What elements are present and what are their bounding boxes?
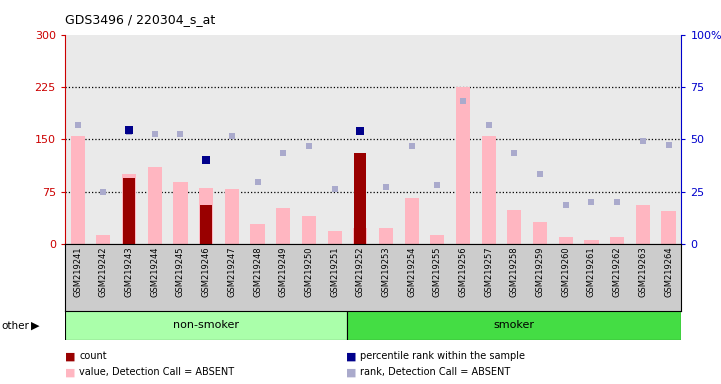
- Bar: [425, 35, 450, 244]
- Text: GSM219248: GSM219248: [253, 247, 262, 297]
- Bar: [379, 228, 393, 244]
- Text: value, Detection Call = ABSENT: value, Detection Call = ABSENT: [79, 367, 234, 377]
- Bar: [123, 177, 135, 244]
- Text: GSM219260: GSM219260: [561, 247, 570, 297]
- Bar: [65, 311, 348, 340]
- Bar: [327, 231, 342, 244]
- Bar: [219, 35, 244, 244]
- Bar: [270, 35, 296, 244]
- Bar: [456, 87, 470, 244]
- Text: smoker: smoker: [494, 320, 535, 331]
- Bar: [533, 222, 547, 244]
- Text: count: count: [79, 351, 107, 361]
- Bar: [296, 35, 322, 244]
- Text: rank, Detection Call = ABSENT: rank, Detection Call = ABSENT: [360, 367, 510, 377]
- Text: GSM219263: GSM219263: [638, 247, 647, 297]
- Text: GSM219254: GSM219254: [407, 247, 416, 297]
- Bar: [276, 208, 291, 244]
- Text: other: other: [1, 321, 30, 331]
- Bar: [585, 240, 598, 244]
- Bar: [174, 182, 187, 244]
- Text: GSM219244: GSM219244: [150, 247, 159, 297]
- Text: GSM219246: GSM219246: [202, 247, 211, 297]
- Text: GSM219243: GSM219243: [125, 247, 133, 297]
- Bar: [71, 136, 85, 244]
- Bar: [148, 167, 162, 244]
- Text: GSM219264: GSM219264: [664, 247, 673, 297]
- Bar: [630, 35, 655, 244]
- Bar: [578, 35, 604, 244]
- Bar: [225, 189, 239, 244]
- Bar: [404, 199, 419, 244]
- Text: ■: ■: [65, 351, 76, 361]
- Bar: [167, 35, 193, 244]
- Text: non-smoker: non-smoker: [173, 320, 239, 331]
- Bar: [122, 174, 136, 244]
- Text: GDS3496 / 220304_s_at: GDS3496 / 220304_s_at: [65, 13, 215, 26]
- Bar: [559, 237, 572, 244]
- Text: GSM219256: GSM219256: [459, 247, 467, 297]
- Text: GSM219241: GSM219241: [74, 247, 82, 297]
- Bar: [508, 210, 521, 244]
- Text: GSM219255: GSM219255: [433, 247, 442, 297]
- Text: GSM219262: GSM219262: [613, 247, 622, 297]
- Bar: [450, 35, 476, 244]
- Bar: [65, 35, 91, 244]
- Bar: [199, 188, 213, 244]
- Bar: [353, 228, 367, 244]
- Bar: [348, 311, 681, 340]
- Bar: [250, 224, 265, 244]
- Text: ■: ■: [346, 351, 357, 361]
- Bar: [430, 235, 444, 244]
- Bar: [610, 237, 624, 244]
- Text: GSM219249: GSM219249: [279, 247, 288, 297]
- Text: GSM219257: GSM219257: [485, 247, 493, 297]
- Text: GSM219251: GSM219251: [330, 247, 339, 297]
- Bar: [476, 35, 502, 244]
- Text: GSM219258: GSM219258: [510, 247, 519, 297]
- Text: GSM219242: GSM219242: [99, 247, 108, 297]
- Bar: [661, 211, 676, 244]
- Bar: [399, 35, 425, 244]
- Bar: [322, 35, 348, 244]
- Bar: [193, 35, 219, 244]
- Bar: [553, 35, 578, 244]
- Bar: [502, 35, 527, 244]
- Text: ■: ■: [346, 367, 357, 377]
- Text: percentile rank within the sample: percentile rank within the sample: [360, 351, 526, 361]
- Bar: [636, 205, 650, 244]
- Bar: [200, 205, 212, 244]
- Bar: [373, 35, 399, 244]
- Bar: [355, 153, 366, 244]
- Text: ▶: ▶: [31, 321, 40, 331]
- Text: GSM219250: GSM219250: [304, 247, 314, 297]
- Text: GSM219259: GSM219259: [536, 247, 544, 297]
- Text: GSM219261: GSM219261: [587, 247, 596, 297]
- Bar: [302, 216, 316, 244]
- Text: GSM219245: GSM219245: [176, 247, 185, 297]
- Text: ■: ■: [65, 367, 76, 377]
- Bar: [116, 35, 142, 244]
- Bar: [348, 35, 373, 244]
- Bar: [91, 35, 116, 244]
- Bar: [527, 35, 553, 244]
- Text: GSM219253: GSM219253: [381, 247, 391, 297]
- Text: GSM219252: GSM219252: [355, 247, 365, 297]
- Bar: [244, 35, 270, 244]
- Bar: [655, 35, 681, 244]
- Text: GSM219247: GSM219247: [227, 247, 236, 297]
- Bar: [142, 35, 167, 244]
- Bar: [97, 235, 110, 244]
- Bar: [482, 136, 496, 244]
- Bar: [604, 35, 630, 244]
